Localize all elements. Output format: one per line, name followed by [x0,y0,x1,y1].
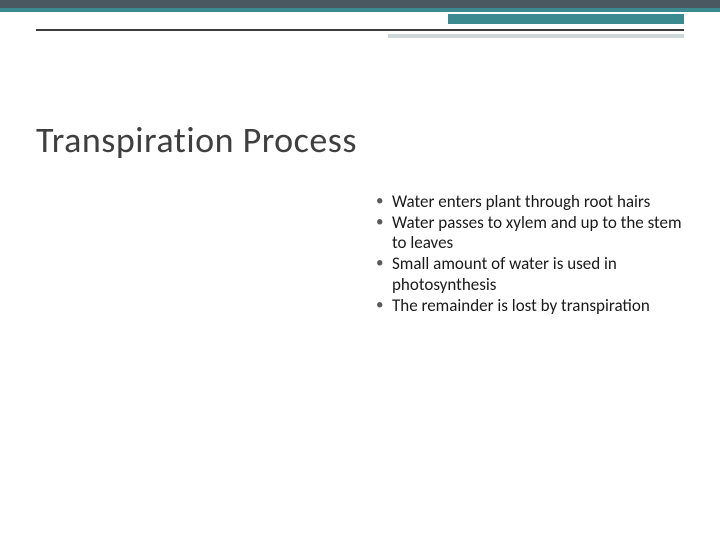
bullet-item: The remainder is lost by transpiration [374,296,684,317]
decor-bar-accent [0,8,720,12]
slide: Transpiration Process Water enters plant… [0,0,720,540]
content-area: Water enters plant through root hairs Wa… [374,192,684,316]
bullet-item: Water passes to xylem and up to the stem… [374,213,684,254]
bullet-item: Water enters plant through root hairs [374,192,684,213]
decor-bar-top [0,0,720,8]
bullet-item: Small amount of water is used in photosy… [374,254,684,295]
decor-bar-tail [388,34,684,38]
decor-bar-accent-short [448,14,684,24]
decor-bar-separator [36,29,684,31]
slide-title: Transpiration Process [36,118,357,162]
bullet-list: Water enters plant through root hairs Wa… [374,192,684,316]
